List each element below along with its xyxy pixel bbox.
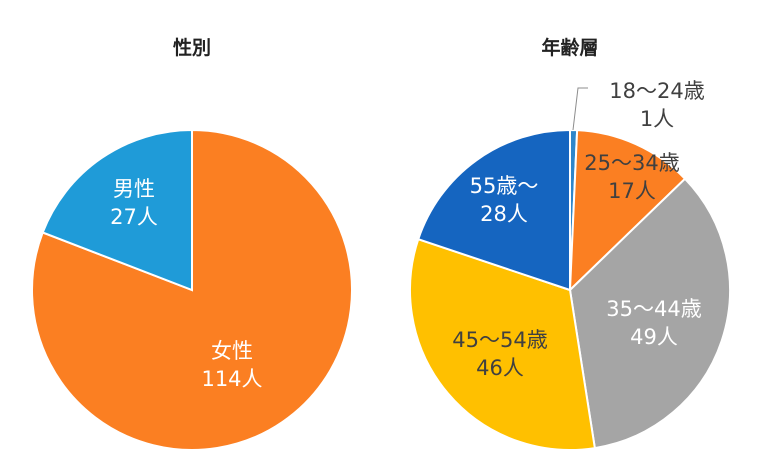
pie-slice-1-3	[409, 237, 596, 451]
data-label-category: 55歳～	[470, 174, 539, 198]
data-label-value: 1人	[640, 107, 674, 131]
data-label-value: 49人	[630, 325, 678, 349]
leader-line-1-0	[572, 87, 588, 131]
pie-slice-1-1	[568, 129, 687, 293]
pie-slice-0-1	[41, 128, 193, 292]
data-label-1-3: 45～54歳 46人	[452, 328, 547, 380]
data-label-category: 男性	[113, 177, 155, 201]
data-label-value: 17人	[608, 179, 656, 203]
data-label-1-1: 25～34歳 17人	[584, 151, 679, 203]
gender-pie: 女性 114人 男性 27人	[31, 128, 353, 451]
data-label-1-4: 55歳～ 28人	[470, 174, 539, 226]
data-label-category: 女性	[211, 339, 253, 363]
data-label-1-0: 18～24歳 1人	[609, 79, 704, 131]
data-label-category: 18～24歳	[609, 79, 704, 103]
pie-slice-1-2	[568, 177, 731, 450]
data-label-0-1: 男性 27人	[110, 177, 158, 229]
age-pie: 18～24歳 1人 25～34歳 17人 35～44歳 49人 45～54歳 46人 55歳～ 2…	[409, 79, 731, 451]
gender-chart-title: 性別	[173, 36, 211, 59]
data-label-1-2: 35～44歳 49人	[606, 297, 701, 349]
pie-slice-1-4	[417, 128, 571, 292]
data-label-value: 46人	[476, 356, 524, 380]
data-label-value: 27人	[110, 205, 158, 229]
data-label-category: 45～54歳	[452, 328, 547, 352]
data-label-value: 28人	[480, 202, 528, 226]
data-label-0-0: 女性 114人	[201, 339, 262, 391]
data-label-value: 114人	[201, 367, 262, 391]
age-chart-title: 年齢層	[541, 36, 598, 59]
data-label-category: 35～44歳	[606, 297, 701, 321]
data-label-category: 25～34歳	[584, 151, 679, 175]
